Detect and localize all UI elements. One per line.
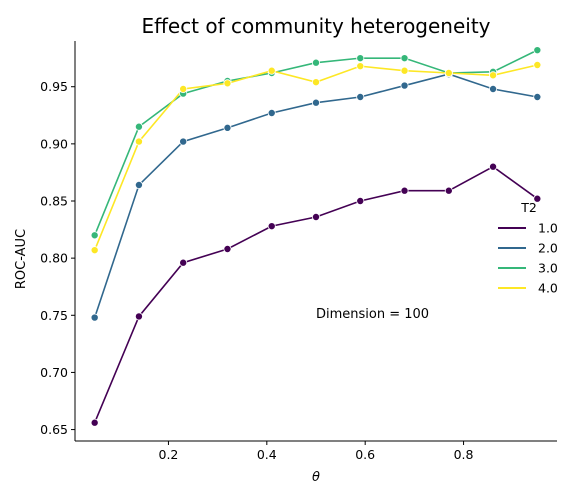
data-point-3.0	[90, 231, 99, 240]
data-point-4.0	[90, 246, 99, 255]
series-line-4.0	[93, 64, 538, 251]
data-point-3.0	[311, 58, 320, 67]
x-tick-label: 0.2	[159, 447, 179, 462]
y-tick-label: 0.70	[40, 365, 68, 380]
data-point-1.0	[400, 186, 409, 195]
x-tick-label: 0.6	[355, 447, 375, 462]
data-point-4.0	[356, 62, 365, 71]
data-point-2.0	[179, 137, 188, 146]
data-point-1.0	[267, 222, 276, 231]
chart-title: Effect of community heterogeneity	[141, 14, 490, 38]
data-point-4.0	[179, 85, 188, 94]
y-tick-label: 0.75	[40, 308, 68, 323]
data-point-2.0	[134, 180, 143, 189]
legend-label: 2.0	[538, 241, 558, 256]
data-point-2.0	[223, 123, 232, 132]
y-tick-label: 0.65	[40, 422, 68, 437]
plot-area: 0.2 0.4 0.6 0.8 0.65 0.70 0.75 0.80 0.85 0.90 0.95	[40, 41, 557, 462]
y-axis-label: ROC-AUC	[14, 229, 29, 289]
data-point-1.0	[444, 186, 453, 195]
data-point-1.0	[223, 244, 232, 253]
data-point-2.0	[400, 81, 409, 90]
data-point-4.0	[311, 78, 320, 87]
x-tick-label: 0.4	[257, 447, 277, 462]
legend-label: 4.0	[538, 281, 558, 296]
data-point-4.0	[223, 79, 232, 88]
data-point-2.0	[489, 85, 498, 94]
data-point-1.0	[356, 196, 365, 205]
x-axis-label: θ	[312, 470, 320, 485]
data-point-2.0	[356, 93, 365, 102]
data-point-2.0	[267, 109, 276, 118]
data-point-1.0	[179, 258, 188, 267]
data-point-4.0	[267, 66, 276, 75]
y-tick-label: 0.85	[40, 194, 68, 209]
data-point-1.0	[489, 162, 498, 171]
legend: T2 1.0 2.0 3.0 4.0	[498, 200, 558, 296]
legend-title: T2	[520, 200, 537, 215]
data-point-4.0	[134, 137, 143, 146]
data-point-4.0	[489, 71, 498, 80]
data-point-3.0	[134, 122, 143, 131]
series-line-3.0	[93, 49, 538, 236]
series-line-1.0	[93, 165, 538, 424]
data-point-4.0	[444, 69, 453, 78]
data-point-2.0	[90, 313, 99, 322]
data-point-1.0	[90, 418, 99, 427]
data-point-2.0	[311, 98, 320, 107]
data-point-3.0	[356, 54, 365, 63]
data-point-4.0	[400, 66, 409, 75]
data-point-3.0	[533, 46, 542, 55]
x-tick-label: 0.8	[454, 447, 474, 462]
y-tick-label: 0.95	[40, 79, 68, 94]
data-point-3.0	[400, 54, 409, 63]
data-point-2.0	[533, 93, 542, 102]
y-tick-label: 0.90	[40, 136, 68, 151]
data-point-4.0	[533, 61, 542, 70]
data-point-1.0	[311, 212, 320, 221]
legend-label: 1.0	[538, 221, 558, 236]
data-point-1.0	[533, 194, 542, 203]
data-point-1.0	[134, 312, 143, 321]
y-tick-label: 0.80	[40, 251, 68, 266]
dimension-annotation: Dimension = 100	[316, 307, 429, 322]
legend-label: 3.0	[538, 261, 558, 276]
